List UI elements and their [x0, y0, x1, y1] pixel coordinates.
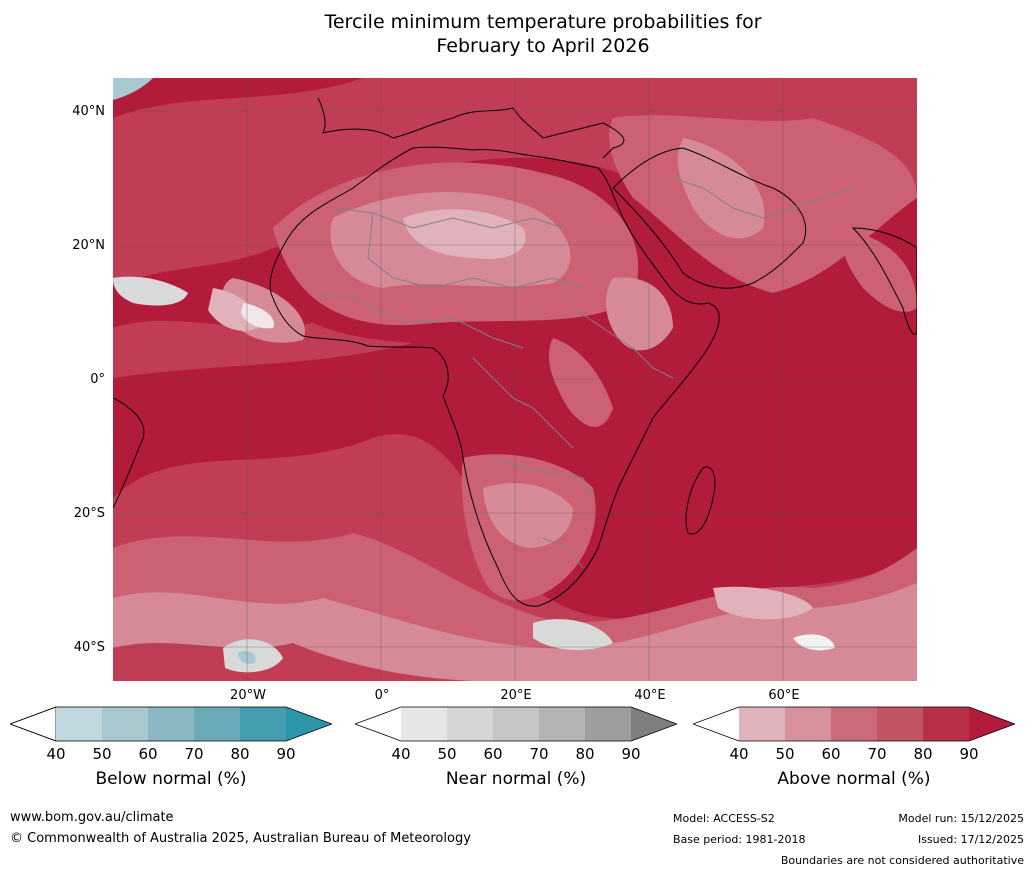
near-tick-50: 50	[437, 745, 457, 763]
near-normal-low-arrow	[355, 707, 401, 741]
zone-70-india	[841, 228, 917, 312]
coast-africa	[269, 146, 720, 607]
above-normal-low-arrow	[693, 707, 739, 741]
zone-50-southern-ocean-patch	[713, 586, 813, 620]
above-tick-80: 80	[913, 745, 933, 763]
above-normal-40-50	[739, 707, 785, 741]
lat-label-40n: 40°N	[72, 104, 105, 119]
zone-60-horn-of-africa	[606, 277, 673, 351]
above-normal-label: Above normal (%)	[777, 769, 931, 789]
coast-brazil	[113, 397, 145, 509]
above-tick-40: 40	[729, 745, 749, 763]
boundary-disclaimer: Boundaries are not considered authoritat…	[780, 854, 1024, 867]
near-tick-40: 40	[391, 745, 411, 763]
title-line-2: February to April 2026	[436, 35, 650, 57]
border-south-africa	[542, 537, 584, 569]
coast-india	[851, 227, 917, 335]
above-tick-90: 90	[959, 745, 979, 763]
lon-label-40e: 40°E	[634, 688, 666, 703]
lon-label-20e: 20°E	[500, 688, 532, 703]
near-normal-60-70	[493, 707, 539, 741]
issued-date: Issued: 17/12/2025	[917, 833, 1024, 846]
border-middle-east	[672, 177, 854, 219]
above-tick-70: 70	[867, 745, 887, 763]
zone-60-arabia	[677, 138, 765, 239]
zone-50-sahara	[403, 209, 526, 259]
copyright-text: © Commonwealth of Australia 2025, Austra…	[10, 831, 471, 846]
below-tick-80: 80	[230, 745, 250, 763]
above-tick-60: 60	[821, 745, 841, 763]
below-normal-low-arrow	[8, 706, 57, 742]
colorbar-above-normal	[691, 704, 1017, 748]
lon-label-20w: 20°W	[230, 688, 266, 703]
above-tick-50: 50	[775, 745, 795, 763]
below-normal-high-arrow	[286, 707, 332, 741]
lat-label-equator: 0°	[90, 372, 105, 387]
near-normal-80-90	[585, 707, 631, 741]
below-normal-label: Below normal (%)	[95, 769, 247, 789]
border-east-africa	[572, 307, 674, 379]
zone-near-southern-ocean	[533, 619, 613, 650]
colorbar-near-normal	[353, 704, 679, 748]
zone-80-southern-ocean-patch	[113, 643, 473, 681]
zone-60-kalahari	[483, 483, 573, 548]
above-normal-60-70	[831, 707, 877, 741]
near-tick-80: 80	[575, 745, 595, 763]
zone-near-west-africa	[113, 276, 188, 306]
model-run-date: Model run: 15/12/2025	[898, 812, 1024, 825]
near-tick-60: 60	[483, 745, 503, 763]
lat-label-20s: 20°S	[73, 506, 105, 521]
colorbar-below-normal	[8, 704, 334, 748]
below-tick-60: 60	[138, 745, 158, 763]
below-tick-40: 40	[46, 745, 66, 763]
zone-70-east-africa	[548, 338, 613, 427]
below-tick-90: 90	[276, 745, 296, 763]
map-title: Tercile minimum temperature probabilitie…	[200, 10, 886, 58]
above-normal-high-arrow	[969, 707, 1015, 741]
below-normal-50-60	[102, 707, 148, 741]
lat-label-40s: 40°S	[73, 640, 105, 655]
below-tick-70: 70	[184, 745, 204, 763]
zone-below-north-atlantic	[113, 78, 153, 100]
graticule	[113, 78, 917, 681]
website-link[interactable]: www.bom.gov.au/climate	[10, 810, 174, 825]
probability-map	[113, 78, 917, 681]
border-north-africa-2	[367, 212, 584, 289]
near-tick-90: 90	[621, 745, 641, 763]
near-normal-high-arrow	[631, 707, 677, 741]
near-tick-70: 70	[529, 745, 549, 763]
border-central-africa	[472, 357, 574, 449]
model-name: Model: ACCESS-S2	[673, 812, 775, 825]
near-normal-50-60	[447, 707, 493, 741]
coast-madagascar	[685, 466, 716, 535]
border-west-africa	[312, 292, 524, 349]
country-borders	[312, 177, 854, 569]
zone-near-guinea	[241, 303, 274, 329]
near-normal-70-80	[539, 707, 585, 741]
below-normal-80-90	[240, 707, 286, 741]
coast-arabia	[612, 147, 807, 289]
zone-80-equatorial-band	[113, 320, 413, 378]
below-normal-40-50	[56, 707, 102, 741]
lon-label-60e: 60°E	[768, 688, 800, 703]
above-normal-70-80	[877, 707, 923, 741]
zone-near-southern-ocean-east	[793, 634, 835, 651]
title-line-1: Tercile minimum temperature probabilitie…	[324, 11, 762, 33]
border-southern-africa	[492, 457, 594, 499]
lon-label-0: 0°	[374, 688, 390, 703]
below-normal-60-70	[148, 707, 194, 741]
below-normal-70-80	[194, 707, 240, 741]
near-normal-40-50	[401, 707, 447, 741]
above-normal-80-90	[923, 707, 969, 741]
above-normal-50-60	[785, 707, 831, 741]
below-tick-50: 50	[92, 745, 112, 763]
near-normal-label: Near normal (%)	[445, 769, 587, 789]
base-period: Base period: 1981-2018	[673, 833, 806, 846]
lat-label-20n: 20°N	[72, 238, 105, 253]
